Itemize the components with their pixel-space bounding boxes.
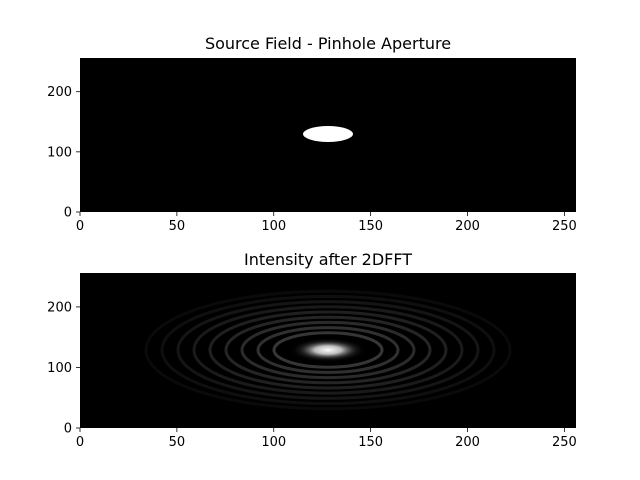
x-tick-label: 50 bbox=[169, 219, 186, 234]
pinhole-aperture bbox=[303, 126, 353, 142]
diffraction-ring bbox=[176, 300, 480, 400]
central-peak bbox=[290, 338, 366, 362]
subplot-source-field: Source Field - Pinhole Aperture 0 50 100 15… bbox=[47, 34, 577, 234]
diffraction-ring bbox=[208, 310, 448, 390]
subplot-title: Source Field - Pinhole Aperture bbox=[205, 34, 451, 53]
x-axis: 0 50 100 150 200 250 bbox=[76, 428, 577, 450]
diffraction-ring bbox=[272, 331, 384, 369]
y-axis: 0 100 200 bbox=[47, 300, 80, 437]
x-tick-label: 200 bbox=[455, 435, 480, 450]
subplot-intensity: Intensity after 2DFFT 0 50 100 150 200 250 0 1… bbox=[47, 250, 577, 450]
subplot-title: Intensity after 2DFFT bbox=[244, 250, 412, 269]
y-tick-label: 200 bbox=[47, 300, 72, 315]
x-tick-label: 0 bbox=[76, 435, 84, 450]
diffraction-ring bbox=[256, 326, 400, 374]
x-tick-label: 250 bbox=[552, 435, 577, 450]
y-tick-label: 100 bbox=[47, 145, 72, 160]
x-tick-label: 200 bbox=[455, 219, 480, 234]
diffraction-rings bbox=[144, 289, 512, 411]
diffraction-ring bbox=[160, 294, 496, 406]
x-tick-label: 100 bbox=[261, 219, 286, 234]
x-tick-label: 150 bbox=[358, 219, 383, 234]
y-axis: 0 100 200 bbox=[47, 85, 80, 221]
x-tick-label: 150 bbox=[358, 435, 383, 450]
x-tick-label: 0 bbox=[76, 219, 84, 234]
diffraction-ring bbox=[144, 289, 512, 411]
x-tick-label: 50 bbox=[169, 435, 186, 450]
y-tick-label: 0 bbox=[64, 206, 72, 221]
x-tick-label: 250 bbox=[552, 219, 577, 234]
y-tick-label: 100 bbox=[47, 361, 72, 376]
y-tick-label: 0 bbox=[64, 422, 72, 437]
diffraction-ring bbox=[224, 315, 432, 385]
y-tick-label: 200 bbox=[47, 85, 72, 100]
x-axis: 0 50 100 150 200 250 bbox=[76, 212, 577, 234]
diffraction-ring bbox=[240, 320, 416, 380]
diffraction-ring bbox=[192, 305, 464, 395]
x-tick-label: 100 bbox=[261, 435, 286, 450]
